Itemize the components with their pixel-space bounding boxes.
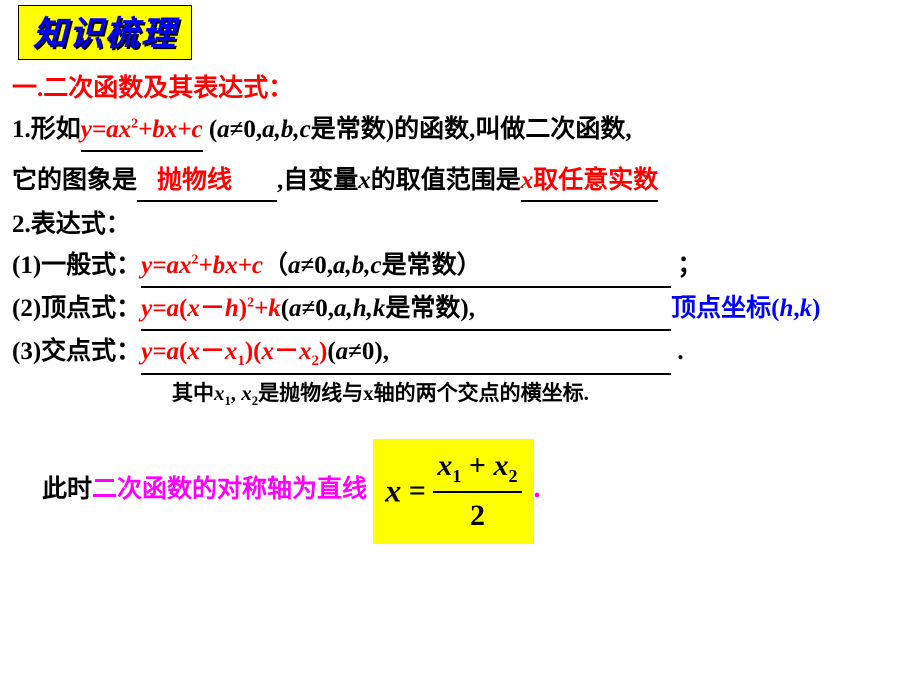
l5-bclose: ) xyxy=(812,295,820,322)
l6-x1b: x xyxy=(225,338,238,365)
section-header: 一.二次函数及其表达式： xyxy=(12,70,912,109)
line-1: 1.形如y=ax2+bx+c (a≠0,a,b,c是常数)的函数,叫做二次函数, xyxy=(12,111,912,152)
l5-sup: 2 xyxy=(247,294,254,309)
l4-rest: +bx+c xyxy=(198,252,263,279)
frac-top: x1 + x2 xyxy=(433,443,521,493)
line-3: 2.表达式： xyxy=(12,206,912,245)
l5-x: x xyxy=(187,295,200,322)
l6-x2b: x xyxy=(299,338,312,365)
l6-m2: － xyxy=(274,338,299,365)
l6-bcomma: , xyxy=(383,338,389,365)
formula-box: x = x1 + x22 xyxy=(373,439,533,543)
l1-abc: a,b,c xyxy=(262,116,311,143)
l8-end: . xyxy=(534,473,541,504)
l4-prefix: (1)一般式： xyxy=(12,252,141,279)
section-title: .二次函数及其表达式： xyxy=(37,75,293,102)
ft-x1: x xyxy=(437,449,452,482)
l5-bneq: ≠0, xyxy=(302,295,334,322)
l5-r1: y=a xyxy=(141,295,179,322)
l6-ba: a xyxy=(336,338,349,365)
l6-end: . xyxy=(677,338,683,365)
l4-y: y=ax xyxy=(141,252,191,279)
l1-open: ( xyxy=(203,116,218,143)
l6-s2: 2 xyxy=(312,353,320,369)
ft-x2: x xyxy=(494,449,509,482)
l5-bo: ( xyxy=(281,295,289,322)
l6-x1: x xyxy=(187,338,200,365)
content-area: 一.二次函数及其表达式： 1.形如y=ax2+bx+c (a≠0,a,b,c是常… xyxy=(12,70,912,546)
l5-pc: ) xyxy=(239,295,247,322)
l2-blank2: x取任意实数 xyxy=(521,162,659,203)
l5-h: h xyxy=(225,295,239,322)
l7-x2: x xyxy=(241,381,252,405)
l6-m1: － xyxy=(200,338,225,365)
l1-fill-y: y=ax xyxy=(81,116,131,143)
title-text: 知识梳理 xyxy=(33,16,177,53)
l5-brest: 是常数), xyxy=(385,295,475,322)
l6-prefix: (3)交点式： xyxy=(12,338,141,365)
l7-x1: x xyxy=(214,381,225,405)
l3-text: 2.表达式： xyxy=(12,211,131,238)
l5-bahk: a,h,k xyxy=(334,295,385,322)
ft-s2: 2 xyxy=(509,466,518,486)
l7-prefix: 其中 xyxy=(172,381,214,405)
line-4: (1)一般式：y=ax2+bx+c（a≠0,a,b,c是常数） ； xyxy=(12,247,912,288)
l4-brest: 是常数） xyxy=(382,252,482,279)
l4-bo: （ xyxy=(263,252,288,279)
line-7: 其中x1, x2是抛物线与x轴的两个交点的横坐标. xyxy=(172,377,912,412)
fraction: x1 + x22 xyxy=(433,443,521,539)
line-2: 它的图象是抛物线 ,自变量x的取值范围是x取任意实数 xyxy=(12,162,912,203)
l6-s1: 1 xyxy=(237,353,245,369)
l2-fill1: 抛物线 xyxy=(157,167,232,194)
l1-fill-sup: 2 xyxy=(131,115,138,130)
l4-end: ； xyxy=(677,252,702,279)
l6-bneq: ≠0) xyxy=(348,338,383,365)
l5-blue1: 顶点坐标( xyxy=(671,295,779,322)
l2-fill2: x取任意实数 xyxy=(521,167,659,194)
l8-eqeq: = xyxy=(401,474,433,507)
l4-blank: y=ax2+bx+c（a≠0,a,b,c是常数） xyxy=(141,247,671,288)
line-6: (3)交点式：y=a(x－x1)(x－x2)(a≠0), . xyxy=(12,333,912,375)
l7-rest: 是抛物线与x轴的两个交点的横坐标. xyxy=(258,381,589,405)
l6-bo: ( xyxy=(327,338,335,365)
l5-prefix: (2)顶点式： xyxy=(12,295,141,322)
l5-blank: y=a(x－h)2+k(a≠0,a,h,k是常数), xyxy=(141,290,671,331)
l2-blank1: 抛物线 xyxy=(137,162,277,203)
l8-eqx: x xyxy=(385,473,401,509)
l1-prefix: 1.形如 xyxy=(12,116,81,143)
line-5: (2)顶点式：y=a(x－h)2+k(a≠0,a,h,k是常数),顶点坐标(h,… xyxy=(12,290,912,331)
l1-blank: y=ax2+bx+c xyxy=(81,111,203,152)
l4-babc: a,b,c xyxy=(333,252,382,279)
l7-comma: , xyxy=(231,381,242,405)
l2-prefix: 它的图象是 xyxy=(12,167,137,194)
l2-c: 的取值范围是 xyxy=(371,167,521,194)
l2-x: x xyxy=(358,167,371,194)
l5-bk: k xyxy=(800,295,813,322)
ft-plus: + xyxy=(461,449,493,482)
line-8: 此时二次函数的对称轴为直线 x = x1 + x22 . xyxy=(42,439,912,543)
l6-p1c: )( xyxy=(245,338,262,365)
l6-blank: y=a(x－x1)(x－x2)(a≠0), xyxy=(141,333,671,375)
l1-a: a xyxy=(217,116,230,143)
l6-x2: x xyxy=(262,338,275,365)
l8-mag: 二次函数的对称轴为直线 xyxy=(92,476,367,503)
l5-m: － xyxy=(200,295,225,322)
l5-bh: h xyxy=(779,295,793,322)
frac-bot: 2 xyxy=(433,493,521,540)
section-num: 一 xyxy=(12,75,37,102)
l5-rest: +k xyxy=(254,295,281,322)
l1-neq: ≠0, xyxy=(230,116,262,143)
l1-fill-rest: +bx+c xyxy=(138,116,203,143)
l2-mid: ,自变量 xyxy=(277,167,358,194)
l5-ba: a xyxy=(289,295,302,322)
l4-ba: a xyxy=(288,252,301,279)
title-box: 知识梳理 xyxy=(18,5,192,60)
l8-prefix: 此时 xyxy=(42,476,92,503)
l6-y: y=a xyxy=(141,338,179,365)
l4-bneq: ≠0, xyxy=(300,252,332,279)
l1-rest: 是常数)的函数,叫做二次函数, xyxy=(311,116,632,143)
